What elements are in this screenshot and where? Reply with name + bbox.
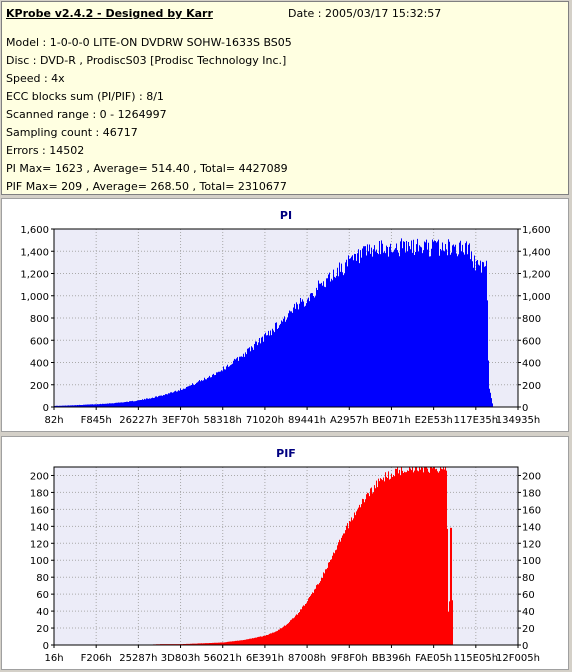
pif-ytick-label-left: 20 xyxy=(36,624,49,635)
pi-chart: PI 0 0 200 200 400 400 600 600 800 800 1,000 1,000 1,… xyxy=(20,209,551,426)
pif-ytick-label-right: 140 xyxy=(522,522,541,533)
pif-ytick-label-left: 100 xyxy=(30,556,49,567)
pif-ytick-label-right: 100 xyxy=(522,556,541,567)
pi-series-bars xyxy=(54,238,493,407)
pif-ytick-label-right: 120 xyxy=(522,539,541,550)
info-ecc: ECC blocks sum (PI/PIF) : 8/1 xyxy=(6,90,164,103)
pif-xtick-label: 16h xyxy=(44,653,63,664)
pif-chart-panel: PIF 0 0 20 20 40 40 60 60 80 80 100 100 120 120 140 140 1… xyxy=(1,436,569,670)
pi-xtick-label: 26227h xyxy=(119,415,157,426)
pif-ytick-label-right: 40 xyxy=(522,607,535,618)
pif-ytick-label-left: 0 xyxy=(43,641,49,652)
info-panel: KProbe v2.4.2 - Designed by Karr Date : … xyxy=(1,1,569,195)
pi-ytick-label-left: 600 xyxy=(30,336,49,347)
pi-ytick-label-right: 1,400 xyxy=(522,247,551,258)
pif-chart: PIF 0 0 20 20 40 40 60 60 80 80 100 100 120 120 140 140 1… xyxy=(30,447,541,664)
info-pi-stats: PI Max= 1623 , Average= 514.40 , Total= … xyxy=(6,162,288,175)
pi-xtick-label: 82h xyxy=(44,415,63,426)
pif-ytick-label-right: 160 xyxy=(522,505,541,516)
pif-chart-title: PIF xyxy=(276,447,296,460)
pif-ytick-label-right: 200 xyxy=(522,471,541,482)
pi-ytick-label-right: 1,000 xyxy=(522,292,551,303)
pif-series-bars xyxy=(139,467,453,645)
pi-ytick-label-right: 1,600 xyxy=(522,225,551,236)
pi-chart-title: PI xyxy=(280,209,292,222)
pif-xtick-label: 115E05h xyxy=(454,653,498,664)
info-errors: Errors : 14502 xyxy=(6,144,85,157)
pif-ytick-label-left: 160 xyxy=(30,505,49,516)
pi-ytick-label-right: 200 xyxy=(522,381,541,392)
pif-ytick-label-right: 180 xyxy=(522,488,541,499)
pi-ytick-label-left: 1,200 xyxy=(20,270,49,281)
pi-xtick-label: 89441h xyxy=(288,415,326,426)
pif-ytick-label-left: 140 xyxy=(30,522,49,533)
pi-xtick-label: 71020h xyxy=(246,415,284,426)
app-title: KProbe v2.4.2 - Designed by Karr xyxy=(6,7,213,20)
pi-ytick-label-left: 200 xyxy=(30,381,49,392)
pif-ytick-label-left: 80 xyxy=(36,573,49,584)
pif-xtick-label: FAE05h xyxy=(415,653,452,664)
pi-xtick-label: 58318h xyxy=(204,415,242,426)
pi-ytick-label-right: 600 xyxy=(522,336,541,347)
pif-xtick-label: BB396h xyxy=(372,653,411,664)
pi-ytick-label-left: 1,600 xyxy=(20,225,49,236)
pif-xtick-label: 25287h xyxy=(119,653,157,664)
pi-ytick-label-right: 1,200 xyxy=(522,270,551,281)
pi-xtick-label: BE071h xyxy=(372,415,411,426)
scan-date: Date : 2005/03/17 15:32:57 xyxy=(288,7,442,20)
pif-ytick-label-left: 120 xyxy=(30,539,49,550)
pif-xtick-label: 3D803h xyxy=(161,653,201,664)
pif-xtick-label: 9F8F0h xyxy=(331,653,368,664)
pif-ytick-label-right: 60 xyxy=(522,590,535,601)
pi-ytick-label-left: 800 xyxy=(30,314,49,325)
pi-ytick-label-left: 1,400 xyxy=(20,247,49,258)
info-pif-stats: PIF Max= 209 , Average= 268.50 , Total= … xyxy=(6,180,287,193)
pi-ytick-label-right: 0 xyxy=(522,403,528,414)
pi-chart-panel: PI 0 0 200 200 400 400 600 600 800 800 1,000 1,000 1,… xyxy=(1,198,569,432)
info-sampling: Sampling count : 46717 xyxy=(6,126,138,139)
pif-ytick-label-left: 40 xyxy=(36,607,49,618)
pif-xtick-label: 56021h xyxy=(204,653,242,664)
pi-xtick-label: 3EF70h xyxy=(162,415,200,426)
pif-xtick-label: F206h xyxy=(81,653,112,664)
info-speed: Speed : 4x xyxy=(6,72,65,85)
pif-plot-frame xyxy=(53,466,519,646)
pif-xtick-label: 12F005h xyxy=(496,653,540,664)
pif-ytick-label-left: 180 xyxy=(30,488,49,499)
pif-ytick-label-right: 80 xyxy=(522,573,535,584)
pif-ytick-label-right: 0 xyxy=(522,641,528,652)
pi-ytick-label-left: 1,000 xyxy=(20,292,49,303)
info-model: Model : 1-0-0-0 LITE-ON DVDRW SOHW-1633S… xyxy=(6,36,292,49)
pi-xtick-label: E2E53h xyxy=(415,415,453,426)
pi-xtick-label: 117E35h xyxy=(454,415,498,426)
pif-ytick-label-right: 20 xyxy=(522,624,535,635)
pi-ytick-label-right: 800 xyxy=(522,314,541,325)
pif-xtick-label: 6E391h xyxy=(246,653,284,664)
pif-ytick-label-left: 200 xyxy=(30,471,49,482)
pi-xtick-label: 134935h xyxy=(496,415,541,426)
pi-xtick-label: F845h xyxy=(81,415,112,426)
pi-ytick-label-right: 400 xyxy=(522,359,541,370)
pi-ytick-label-left: 400 xyxy=(30,359,49,370)
info-range: Scanned range : 0 - 1264997 xyxy=(6,108,167,121)
pif-xtick-label: 87008h xyxy=(288,653,326,664)
pi-ytick-label-left: 0 xyxy=(43,403,49,414)
pif-ytick-label-left: 60 xyxy=(36,590,49,601)
info-disc: Disc : DVD-R , ProdiscS03 [Prodisc Techn… xyxy=(6,54,287,67)
pi-xtick-label: A2957h xyxy=(330,415,369,426)
